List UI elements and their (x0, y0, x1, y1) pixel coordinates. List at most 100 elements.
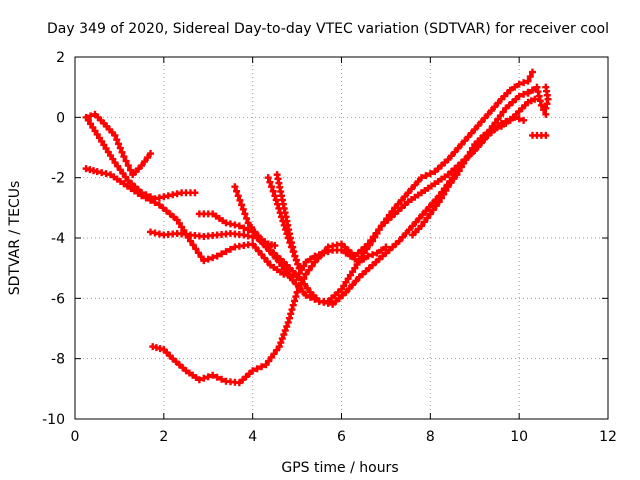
data-point (141, 158, 149, 166)
data-point (440, 190, 448, 198)
data-point (542, 131, 550, 139)
data-point (399, 233, 407, 241)
data-point (447, 152, 455, 160)
data-point (515, 92, 523, 100)
data-point (429, 206, 437, 214)
data-point (477, 118, 485, 126)
data-point (241, 210, 249, 218)
data-point (138, 162, 146, 170)
data-point (278, 335, 286, 343)
series-arc-6 (147, 113, 528, 305)
x-tick-label: 10 (510, 429, 528, 445)
data-point (194, 249, 202, 257)
data-point (515, 115, 523, 123)
data-point (311, 252, 319, 260)
data-point (520, 116, 528, 124)
data-point (415, 214, 423, 222)
data-point (264, 174, 272, 182)
data-point (186, 237, 194, 245)
data-point (244, 219, 252, 227)
series-arc-8 (409, 95, 539, 239)
data-point (481, 114, 489, 122)
data-point (467, 129, 475, 137)
data-point (114, 162, 122, 170)
series-layer (82, 68, 552, 387)
data-point (426, 210, 434, 218)
data-point (352, 277, 360, 285)
data-point (235, 222, 243, 230)
data-point (218, 375, 226, 383)
data-point (253, 365, 261, 373)
data-point (444, 156, 452, 164)
data-point (269, 187, 277, 195)
data-point (251, 228, 259, 236)
data-point (499, 108, 507, 116)
data-point (320, 249, 328, 257)
data-point (115, 140, 123, 148)
data-point (295, 284, 303, 292)
data-point (480, 131, 488, 139)
data-point (119, 169, 127, 177)
data-point (360, 249, 368, 257)
data-point (288, 306, 296, 314)
data-point (159, 204, 167, 212)
data-point (411, 181, 419, 189)
series-trace (87, 119, 197, 200)
data-point (308, 262, 316, 270)
data-point (395, 237, 403, 245)
data-point (345, 285, 353, 293)
data-point (417, 174, 425, 182)
data-point (226, 245, 234, 253)
data-point (289, 276, 297, 284)
y-tick-label: -4 (51, 231, 65, 247)
data-point (275, 258, 283, 266)
data-point (373, 249, 381, 257)
data-point (138, 189, 146, 197)
data-point (394, 200, 402, 208)
data-point (200, 257, 208, 265)
data-point (464, 133, 472, 141)
x-axis-title: GPS time / hours (281, 460, 398, 476)
data-point (342, 288, 350, 296)
data-point (315, 251, 323, 259)
data-point (209, 254, 217, 262)
data-point (338, 246, 345, 254)
data-point (423, 214, 431, 222)
data-point (278, 262, 286, 270)
data-point (270, 350, 278, 358)
data-point (218, 250, 226, 258)
data-point (489, 125, 497, 133)
data-point (239, 205, 247, 213)
x-tick-label: 2 (159, 429, 168, 445)
data-point (366, 241, 374, 249)
series-arc-1 (149, 288, 301, 387)
data-point (155, 201, 163, 209)
data-point (469, 144, 477, 152)
data-point (528, 86, 536, 94)
data-point (236, 196, 244, 204)
data-point (542, 110, 550, 118)
data-point (120, 180, 128, 188)
data-point (474, 122, 482, 130)
data-point (113, 136, 121, 144)
data-point (346, 252, 354, 260)
data-point (401, 193, 409, 201)
data-point (285, 314, 293, 322)
data-point (280, 331, 288, 339)
data-point (231, 183, 239, 191)
data-point (284, 318, 292, 326)
y-axis-title: SDTVAR / TECUs (7, 181, 23, 296)
data-point (363, 245, 371, 253)
data-point (116, 144, 124, 152)
data-point (457, 163, 465, 171)
data-point (298, 276, 306, 284)
data-point (213, 373, 221, 381)
data-point (147, 193, 155, 201)
data-point (542, 104, 550, 112)
data-point (357, 253, 365, 261)
data-point (162, 207, 170, 215)
tick-layer: 0 2 4 6 8 10 12 -10 -8 -6 -4 -2 0 2 (42, 50, 617, 445)
data-point (461, 137, 469, 145)
data-point (302, 291, 310, 299)
data-point (283, 322, 291, 330)
